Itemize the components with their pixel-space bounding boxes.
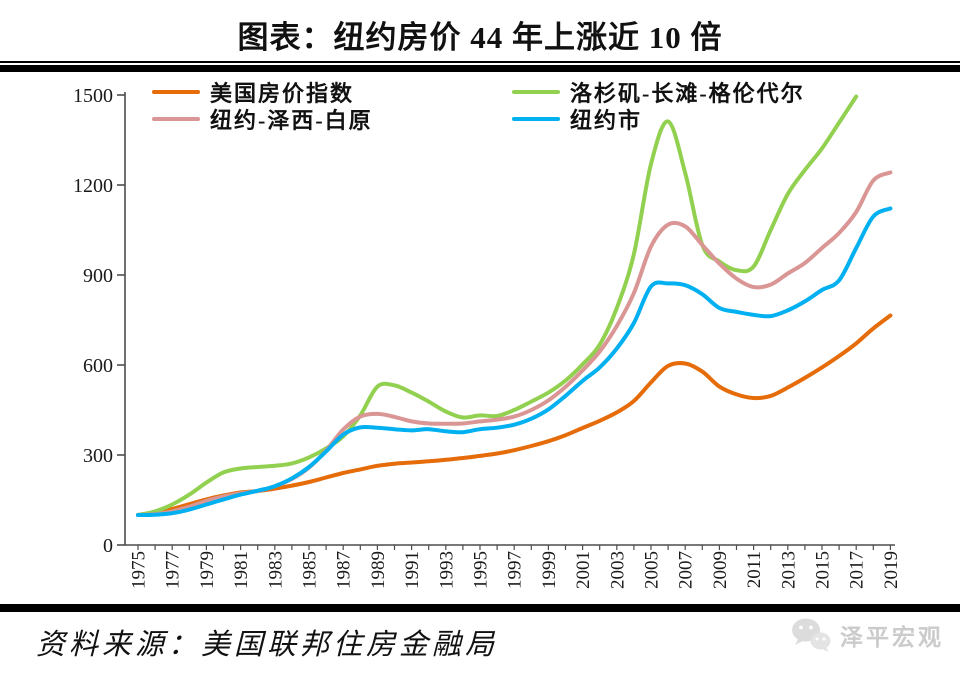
- x-tick-label: 2003: [607, 551, 628, 589]
- legend-label-la-long-beach-glendale: 洛杉矶-长滩-格伦代尔: [570, 81, 805, 106]
- x-tick-label: 1975: [129, 551, 150, 589]
- y-tick-label: 600: [83, 355, 113, 377]
- legend-swatch-nyc: [512, 117, 560, 121]
- x-tick-label: 1981: [231, 551, 252, 589]
- x-tick-label: 1995: [471, 551, 492, 589]
- legend-label-ny-jersey-white-plains: 纽约-泽西-白原: [210, 108, 373, 133]
- y-tick-label: 1500: [73, 85, 113, 107]
- x-tick-label: 2009: [710, 551, 731, 589]
- x-tick-label: 1989: [368, 551, 389, 589]
- x-tick-label: 1977: [163, 551, 184, 589]
- x-tick-label: 2007: [676, 551, 697, 589]
- series-nyc-line: [136, 206, 893, 517]
- x-tick-label: 2015: [813, 551, 834, 589]
- x-tick-label: 1985: [300, 551, 321, 589]
- x-tick-label: 1997: [505, 551, 526, 589]
- watermark: 泽平宏观: [789, 616, 944, 654]
- axis-lines: [124, 92, 895, 546]
- top-divider-thick-bar: [0, 65, 960, 72]
- x-tick-label: 1983: [265, 551, 286, 589]
- x-tick-label: 1991: [402, 551, 423, 589]
- x-tick-label: 2019: [881, 551, 902, 589]
- legend-item-nyc: 纽约市: [512, 106, 643, 133]
- y-tick-label: 1200: [73, 175, 113, 197]
- source-note: 资料来源：美国联邦住房金融局: [36, 629, 499, 661]
- bottom-divider-bar: [0, 604, 960, 612]
- legend-swatch-us-hpi: [152, 90, 200, 94]
- legend-item-la-long-beach-glendale: 洛杉矶-长滩-格伦代尔: [512, 79, 805, 106]
- x-tick-label: 1979: [197, 551, 218, 589]
- wechat-chat-bubbles-icon: [792, 618, 831, 652]
- legend-item-us-hpi: 美国房价指数: [152, 79, 355, 106]
- x-tick-label: 2001: [573, 551, 594, 589]
- chart-title: 图表：纽约房价 44 年上涨近 10 倍: [237, 20, 723, 55]
- x-tick-label: 1993: [436, 551, 457, 589]
- y-tick-label: 0: [103, 535, 113, 557]
- x-tick-label: 2017: [847, 551, 868, 589]
- watermark-text: 泽平宏观: [840, 624, 944, 650]
- legend-swatch-ny-jersey-white-plains: [152, 117, 200, 121]
- x-tick-label: 1999: [539, 551, 560, 589]
- y-tick-label: 900: [83, 265, 113, 287]
- x-tick-label: 2011: [744, 551, 765, 588]
- x-tick-label: 1987: [334, 551, 355, 589]
- top-divider-thin-line: [0, 61, 960, 63]
- x-tick-label: 2013: [778, 551, 799, 589]
- x-tick-label: 2005: [642, 551, 663, 589]
- series-la-long-beach-glendale-line: [136, 94, 859, 517]
- legend-swatch-la-long-beach-glendale: [512, 90, 560, 94]
- y-tick-label: 300: [83, 445, 113, 467]
- legend-label-us-hpi: 美国房价指数: [210, 81, 355, 106]
- legend-label-nyc: 纽约市: [570, 108, 643, 133]
- series-ny-jersey-white-plains-line: [136, 170, 893, 517]
- legend-item-ny-jersey-white-plains: 纽约-泽西-白原: [152, 106, 373, 133]
